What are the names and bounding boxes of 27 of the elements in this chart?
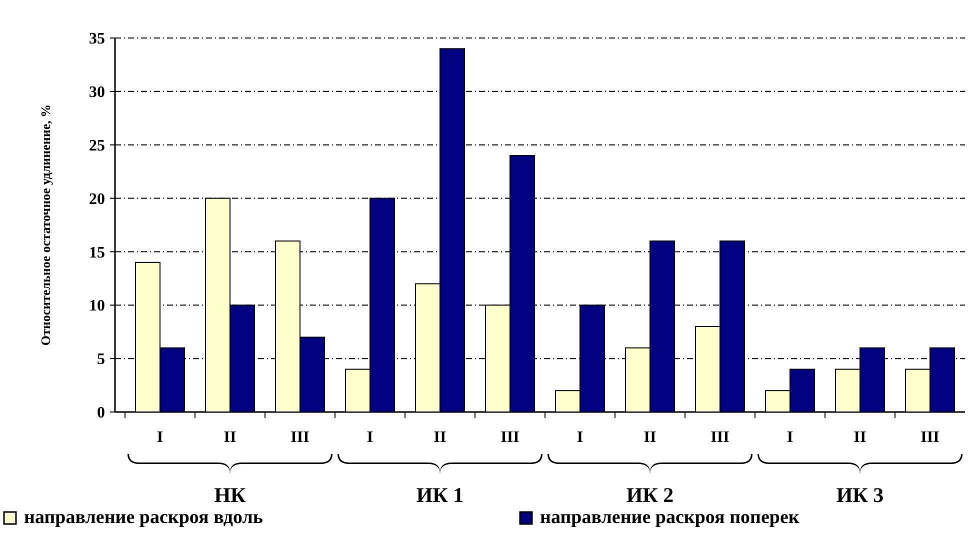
text: ИК 1: [416, 483, 464, 507]
x-tick-label: I: [576, 429, 584, 446]
y-tick-label: 0: [97, 404, 105, 422]
x-tick-label: II: [854, 429, 866, 446]
x-tick-label: III: [500, 429, 520, 446]
y-axis-title: Относительное остаточное удлинение, %: [38, 104, 53, 346]
x-tick-label: II: [644, 429, 656, 446]
text: ИК 3: [836, 483, 884, 507]
x-tick-label: III: [920, 429, 940, 446]
y-tick-label: 35: [89, 30, 105, 48]
y-tick-label: 15: [89, 244, 105, 262]
x-tick-label: I: [366, 429, 374, 446]
x-tick-label: II: [224, 429, 236, 446]
y-tick-label: 10: [89, 298, 105, 315]
text: НК: [214, 483, 247, 507]
legend-label: направление раскроя поперек: [540, 507, 800, 528]
y-tick-label: 30: [89, 84, 105, 102]
text: ИК 2: [626, 483, 674, 507]
legend-label: направление раскроя вдоль: [24, 507, 263, 528]
x-tick-label: II: [434, 429, 446, 446]
x-tick-label: III: [290, 429, 310, 446]
x-tick-label: III: [710, 429, 730, 446]
x-tick-label: I: [786, 429, 794, 446]
y-tick-label: 5: [97, 351, 105, 368]
y-tick-label: 25: [89, 137, 105, 154]
x-tick-label: I: [156, 429, 164, 446]
y-tick-label: 20: [89, 190, 105, 208]
